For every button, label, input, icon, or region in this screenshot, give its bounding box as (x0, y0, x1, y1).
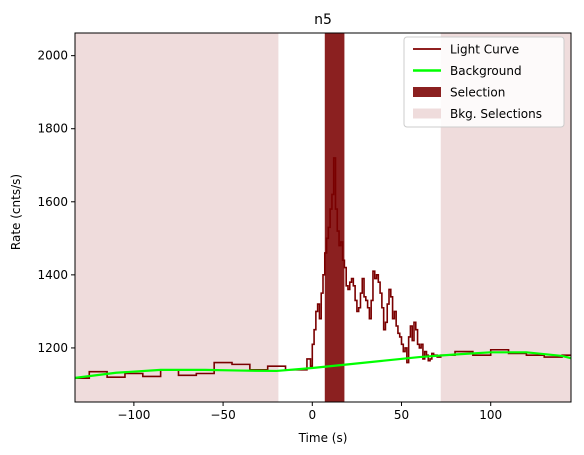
axes: −100 −50 0 50 100 1200 1400 1600 1800 2000 (37, 32, 572, 422)
x-tick-label: 0 (308, 408, 316, 422)
legend-swatch (413, 87, 441, 97)
axes-frame (74, 32, 572, 403)
y-tick-label: 1600 (37, 195, 68, 209)
y-tick-label: 2000 (37, 49, 68, 63)
y-tick-label: 1400 (37, 268, 68, 282)
x-axis-label: Time (s) (298, 431, 348, 445)
legend-label: Background (450, 64, 522, 78)
y-tick-label: 1800 (37, 122, 68, 136)
legend-box (403, 36, 565, 128)
y-axis-label: Rate (cnts/s) (9, 174, 23, 250)
legend: Light Curve Background Selection Bkg. Selec… (403, 36, 565, 128)
x-tick-label: −100 (117, 408, 150, 422)
chart-title: n5 (314, 12, 332, 28)
legend-swatch (413, 108, 441, 119)
x-tick-label: 100 (479, 408, 502, 422)
x-tick-label: 50 (394, 408, 409, 422)
bkg-selection-0 (75, 33, 279, 402)
x-tick-label: −50 (210, 408, 235, 422)
y-tick-label: 1200 (37, 341, 68, 355)
background-series (75, 351, 571, 379)
legend-label: Light Curve (450, 43, 519, 57)
selection-band (324, 33, 345, 402)
legend-label: Bkg. Selections (450, 107, 542, 121)
light-curve-series (75, 157, 571, 380)
legend-label: Selection (450, 86, 505, 100)
